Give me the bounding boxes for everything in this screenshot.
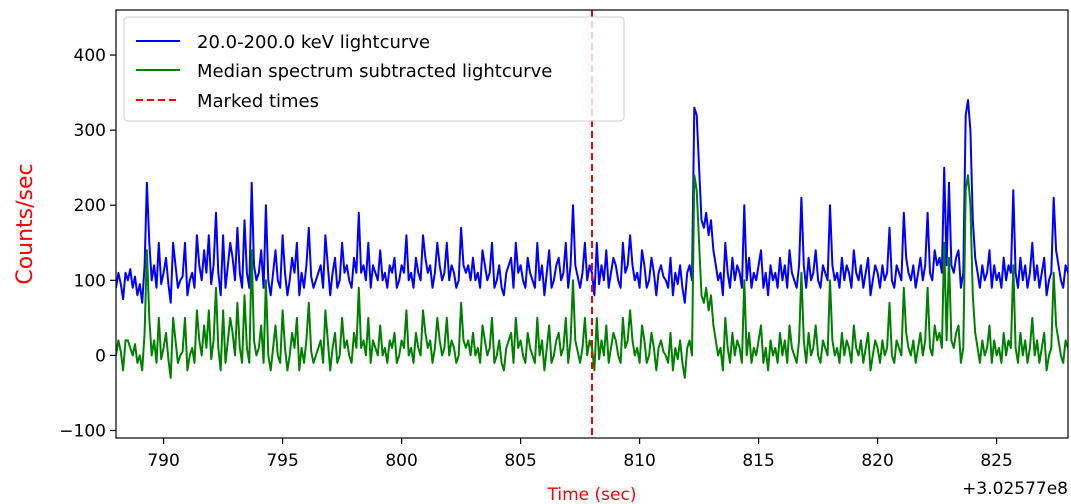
x-tick-label: 800 [385,451,417,471]
y-axis: −100 0 100 200 300 400 [59,46,116,441]
x-axis: 790 795 800 805 810 815 820 825 [147,438,1013,471]
x-tick-label: 825 [980,451,1012,471]
y-tick-label: 200 [74,196,106,216]
legend-entry-subtracted: Median spectrum subtracted lightcurve [197,61,552,82]
legend-entry-lightcurve: 20.0-200.0 keV lightcurve [197,32,430,53]
y-tick-label: 100 [74,271,106,291]
series-line-lightcurve [116,99,1068,304]
series-line-subtracted [116,174,1068,379]
plot-frame [115,9,1069,439]
x-axis-offset-label: +3.02577e8 [962,479,1068,499]
x-tick-label: 805 [504,451,536,471]
x-tick-label: 815 [742,451,774,471]
y-tick-label: −100 [59,421,106,441]
y-axis-label: Counts/sec [13,163,38,284]
legend: 20.0-200.0 keV lightcurve Median spectru… [123,16,625,122]
y-tick-label: 400 [74,46,106,66]
x-tick-label: 810 [623,451,655,471]
y-tick-label: 0 [95,346,106,366]
x-axis-label: Time (sec) [547,485,637,504]
x-tick-label: 795 [266,451,298,471]
legend-entry-marked-times: Marked times [197,91,319,112]
x-tick-label: 820 [861,451,893,471]
legend-box [123,16,625,122]
x-tick-label: 790 [147,451,179,471]
y-tick-label: 300 [74,121,106,141]
